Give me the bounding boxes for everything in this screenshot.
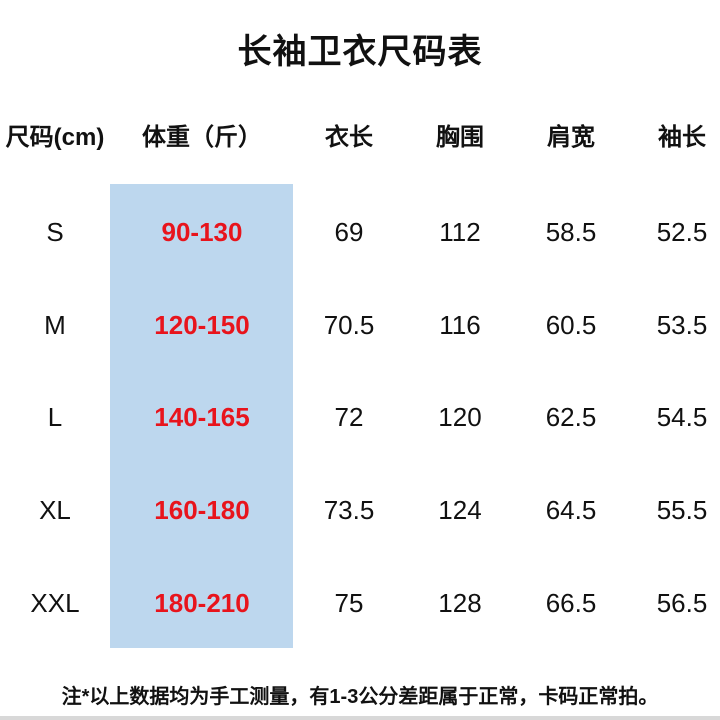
cell-chest: 124 — [438, 495, 482, 525]
cell-weight: 160-180 — [154, 495, 250, 525]
cell-length: 69 — [334, 217, 364, 247]
cell-size: XL — [39, 495, 71, 525]
cell-size: S — [46, 217, 64, 247]
bottom-divider — [0, 716, 720, 720]
cell-sleeve: 53.5 — [656, 310, 708, 340]
cell-weight: 140-165 — [154, 402, 250, 432]
cell-sleeve: 55.5 — [656, 495, 708, 525]
cell-shoulder: 60.5 — [545, 310, 597, 340]
cell-shoulder: 58.5 — [545, 217, 597, 247]
cell-length: 72 — [334, 402, 364, 432]
header-shoulder: 肩宽 — [547, 124, 595, 151]
header-chest: 胸围 — [436, 124, 484, 151]
header-sleeve: 袖长 — [658, 124, 706, 151]
cell-chest: 112 — [439, 217, 481, 247]
cell-length: 75 — [334, 588, 364, 618]
cell-sleeve: 54.5 — [656, 402, 708, 432]
cell-size: L — [47, 402, 63, 432]
cell-chest: 128 — [438, 588, 482, 618]
cell-size: M — [44, 310, 66, 340]
cell-size: XXL — [30, 588, 80, 618]
cell-length: 73.5 — [323, 495, 375, 525]
cell-length: 70.5 — [323, 310, 375, 340]
header-weight: 体重（斤） — [142, 124, 262, 151]
cell-shoulder: 64.5 — [545, 495, 597, 525]
header-size: 尺码(cm) — [5, 124, 105, 151]
cell-sleeve: 56.5 — [656, 588, 708, 618]
cell-chest: 116 — [439, 310, 481, 340]
measurement-note: 注*以上数据均为手工测量，有1-3公分差距属于正常，卡码正常拍。 — [61, 686, 659, 708]
cell-shoulder: 66.5 — [545, 588, 597, 618]
cell-weight: 180-210 — [154, 588, 250, 618]
cell-shoulder: 62.5 — [545, 402, 597, 432]
cell-sleeve: 52.5 — [656, 217, 708, 247]
cell-chest: 120 — [438, 402, 482, 432]
cell-weight: 120-150 — [154, 310, 250, 340]
chart-title: 长袖卫衣尺码表 — [237, 33, 483, 71]
header-length: 衣长 — [325, 124, 373, 151]
cell-weight: 90-130 — [161, 217, 243, 247]
weight-column-highlight — [110, 184, 293, 648]
